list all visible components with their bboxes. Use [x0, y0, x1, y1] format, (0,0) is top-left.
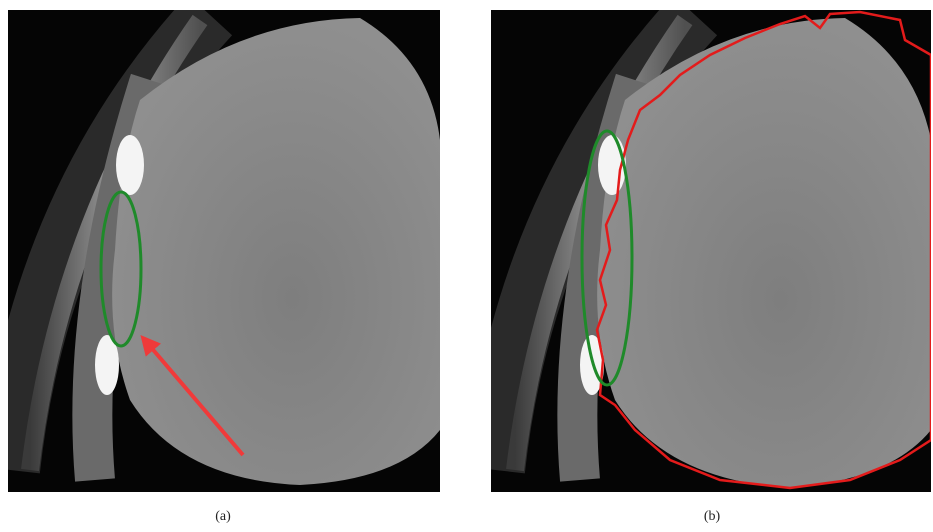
- ct-panel-a: [8, 10, 440, 492]
- panel-label: (b): [704, 509, 721, 524]
- ct-panel-b: [491, 10, 931, 492]
- figure: (a) (b): [0, 0, 933, 532]
- figure-canvas: (a) (b): [0, 0, 933, 532]
- panel-label: (a): [215, 509, 231, 524]
